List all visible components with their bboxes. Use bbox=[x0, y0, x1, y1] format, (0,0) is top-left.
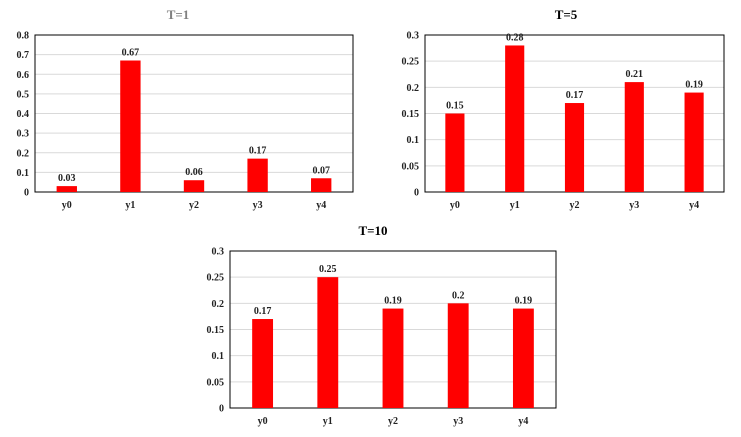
bar-y2 bbox=[183, 180, 205, 192]
chart-panel-t5: T=5 0 0.05 0.1 0.15 0.2 0.25 0.3 0.15 y0 0.28 y1 0.1… bbox=[370, 0, 741, 218]
y-tick-label: 0.15 bbox=[207, 325, 225, 336]
y-tick-label: 0 bbox=[219, 404, 224, 415]
y-tick-label: 0.3 bbox=[17, 129, 30, 140]
y-tick-label: 0.8 bbox=[17, 31, 30, 42]
x-tick-label-y2: y2 bbox=[570, 200, 580, 211]
bar-y4 bbox=[311, 178, 332, 192]
bar-y3 bbox=[447, 303, 469, 408]
x-tick-label-y2: y2 bbox=[189, 200, 199, 211]
y-tick-label: 0.2 bbox=[17, 148, 30, 159]
data-label-y3: 0.17 bbox=[249, 146, 267, 157]
y-tick-label: 0.7 bbox=[17, 50, 30, 61]
data-label-y3: 0.21 bbox=[626, 69, 644, 80]
x-tick-label-y0: y0 bbox=[258, 416, 268, 427]
bar-chart-t5: T=5 0 0.05 0.1 0.15 0.2 0.25 0.3 0.15 y0 0.28 y1 0.1… bbox=[402, 7, 725, 211]
data-label-y0: 0.03 bbox=[58, 173, 76, 184]
bar-y1 bbox=[317, 277, 339, 408]
x-tick-label-y3: y3 bbox=[629, 200, 639, 211]
bar-y3 bbox=[624, 82, 644, 192]
x-tick-label-y3: y3 bbox=[453, 416, 463, 427]
chart-panel-t1: T=1 0 0.1 0.2 0.3 0.4 0.5 0.6 0.7 0.8 0.03 y0 0.67 y1… bbox=[0, 0, 360, 218]
data-label-y4: 0.19 bbox=[515, 296, 533, 307]
chart-title-t5: T=5 bbox=[555, 7, 578, 22]
data-label-y1: 0.28 bbox=[506, 32, 524, 43]
x-tick-label-y1: y1 bbox=[125, 200, 135, 211]
data-label-y1: 0.67 bbox=[122, 48, 140, 59]
y-tick-label: 0.05 bbox=[207, 377, 225, 388]
y-tick-label: 0.1 bbox=[17, 168, 30, 179]
y-tick-label: 0.1 bbox=[212, 351, 225, 362]
x-tick-label-y0: y0 bbox=[62, 200, 72, 211]
y-tick-label: 0 bbox=[24, 188, 29, 199]
bar-y1 bbox=[120, 60, 141, 193]
data-label-y3: 0.2 bbox=[452, 290, 465, 301]
bar-y2 bbox=[382, 308, 404, 408]
data-label-y2: 0.19 bbox=[384, 296, 402, 307]
y-tick-label: 0.4 bbox=[17, 109, 30, 120]
chart-title-t10: T=10 bbox=[358, 223, 387, 238]
bar-y0 bbox=[445, 113, 465, 192]
bar-y0 bbox=[56, 186, 77, 192]
x-tick-label-y4: y4 bbox=[689, 200, 699, 211]
x-tick-label-y1: y1 bbox=[510, 200, 520, 211]
y-tick-label: 0.25 bbox=[402, 57, 420, 68]
data-label-y1: 0.25 bbox=[319, 264, 337, 275]
data-label-y4: 0.19 bbox=[685, 80, 703, 91]
y-tick-label: 0.1 bbox=[407, 135, 420, 146]
x-tick-label-y1: y1 bbox=[323, 416, 333, 427]
y-tick-label: 0.25 bbox=[207, 273, 225, 284]
bar-y1 bbox=[505, 45, 525, 192]
chart-title-t1: T=1 bbox=[167, 7, 190, 22]
y-tick-label: 0.3 bbox=[407, 31, 420, 42]
x-tick-label-y0: y0 bbox=[450, 200, 460, 211]
y-tick-label: 0.6 bbox=[17, 70, 30, 81]
y-tick-label: 0.2 bbox=[212, 299, 225, 310]
data-label-y0: 0.17 bbox=[254, 306, 272, 317]
x-tick-label-y4: y4 bbox=[316, 200, 326, 211]
bar-chart-t1: T=1 0 0.1 0.2 0.3 0.4 0.5 0.6 0.7 0.8 0.03 y0 0.67 y1… bbox=[17, 7, 354, 211]
bar-y4 bbox=[684, 92, 704, 192]
chart-panel-t10: T=10 0 0.05 0.1 0.15 0.2 0.25 0.3 0.17 y0 0.25 y1 0.… bbox=[190, 218, 570, 437]
y-tick-label: 0.2 bbox=[407, 83, 420, 94]
data-label-y4: 0.07 bbox=[312, 165, 330, 176]
x-tick-label-y3: y3 bbox=[253, 200, 263, 211]
data-label-y2: 0.06 bbox=[185, 167, 203, 178]
data-label-y2: 0.17 bbox=[566, 90, 584, 101]
x-tick-label-y2: y2 bbox=[388, 416, 398, 427]
bar-y3 bbox=[247, 158, 268, 192]
bar-chart-t10: T=10 0 0.05 0.1 0.15 0.2 0.25 0.3 0.17 y0 0.25 y1 0.… bbox=[207, 223, 557, 427]
bar-y2 bbox=[564, 103, 585, 192]
y-tick-label: 0.15 bbox=[402, 109, 420, 120]
y-tick-label: 0 bbox=[414, 188, 419, 199]
bar-y4 bbox=[512, 308, 534, 408]
x-tick-label-y4: y4 bbox=[518, 416, 528, 427]
bar-y0 bbox=[252, 319, 274, 408]
y-tick-label: 0.5 bbox=[17, 89, 30, 100]
y-tick-label: 0.3 bbox=[212, 247, 225, 258]
data-label-y0: 0.15 bbox=[446, 101, 464, 112]
y-tick-label: 0.05 bbox=[402, 161, 420, 172]
